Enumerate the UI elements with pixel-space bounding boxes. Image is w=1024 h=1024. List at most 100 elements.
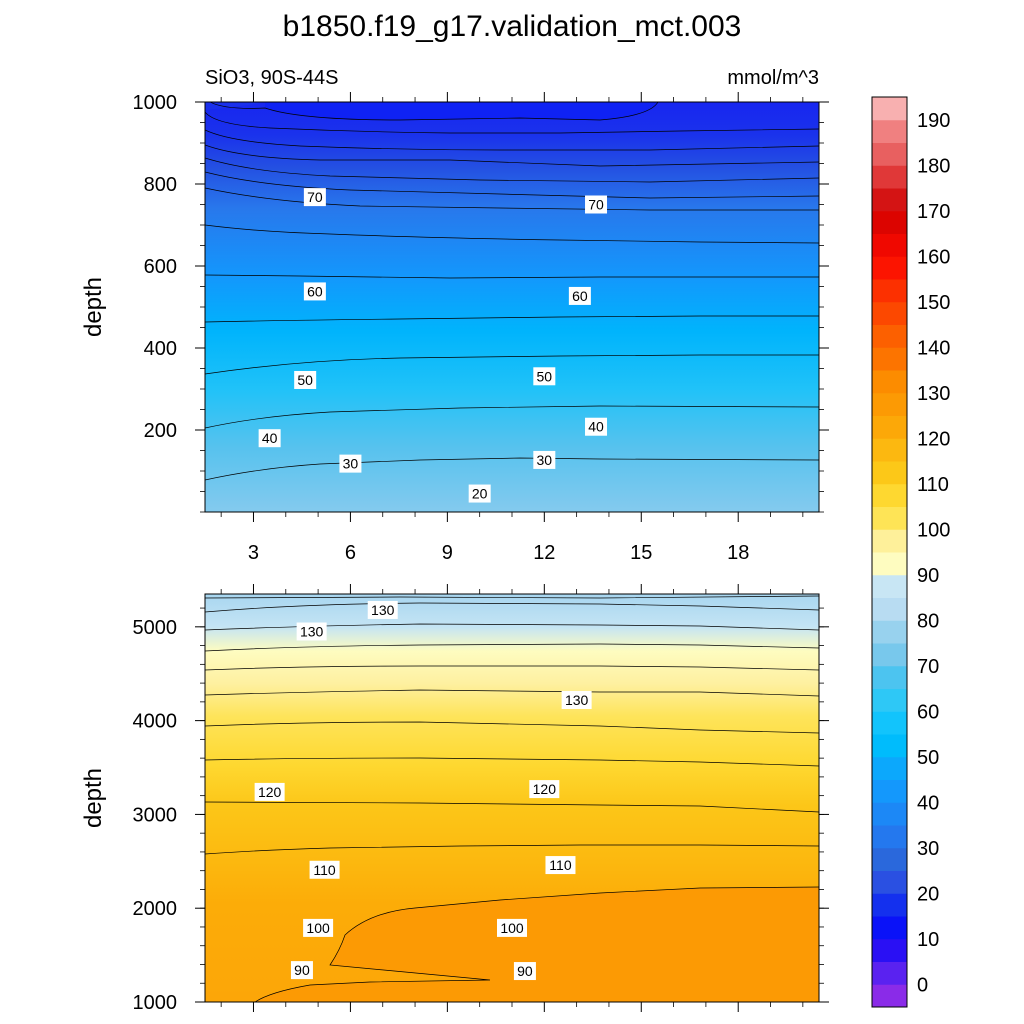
contour-label: 100: [497, 918, 527, 937]
lower-ticks: 1000 2000 3000 4000 5000: [133, 584, 829, 1014]
colorbar-tick-label: 130: [917, 383, 950, 405]
colorbar-swatch: [872, 370, 907, 394]
colorbar-swatch: [872, 597, 907, 621]
contour-label-text: 20: [472, 486, 488, 502]
contour-label-text: 130: [371, 602, 395, 618]
colorbar-swatch: [872, 461, 907, 485]
variable-label: SiO3, 90S-44S: [205, 67, 338, 89]
colorbar-swatch: [872, 893, 907, 917]
contour-label: 130: [367, 600, 398, 619]
y-tick-label: 3000: [133, 804, 178, 826]
contour-label: 120: [529, 780, 560, 799]
contour-label: 100: [303, 918, 334, 937]
colorbar-swatch: [872, 324, 907, 348]
contour-label: 40: [585, 417, 608, 436]
colorbar-swatch: [872, 256, 907, 280]
colorbar-tick-label: 140: [917, 337, 950, 359]
contour-label-text: 50: [537, 368, 553, 384]
colorbar-swatch: [872, 711, 907, 735]
y-tick-label: 600: [144, 256, 177, 278]
colorbar-swatch: [872, 347, 907, 371]
colorbar-tick-label: 70: [917, 656, 939, 678]
colorbar-frame: [871, 96, 908, 1008]
colorbar-swatch: [872, 825, 907, 849]
colorbar-tick-label: 170: [917, 201, 950, 223]
colorbar-tick-label: 20: [917, 883, 939, 905]
y-tick-label: 2000: [133, 898, 178, 920]
colorbar-swatch: [872, 688, 907, 712]
y-tick-label: 1000: [133, 992, 178, 1014]
colorbar-tick-label: 60: [917, 701, 939, 723]
contour-label: 130: [296, 622, 327, 641]
contour-label-text: 100: [306, 920, 330, 936]
colorbar-tick-label: 10: [917, 929, 939, 951]
contour-label-text: 60: [307, 283, 323, 299]
colorbar-swatch: [872, 301, 907, 325]
upper-panel: 20 30 30 40 40 50 50 60 60 70 70 3 6 9 12 15 18 200 400 60…: [80, 92, 829, 564]
contour-label-text: 70: [307, 189, 323, 205]
colorbar-swatch: [872, 756, 907, 780]
colorbar-swatch: [872, 233, 907, 257]
colorbar-swatch: [872, 938, 907, 962]
units-label: mmol/m^3: [727, 67, 819, 89]
colorbar-tick-label: 40: [917, 792, 939, 814]
upper-contour-labels: 20 30 30 40 40 50 50 60 60 70 70: [258, 188, 608, 503]
colorbar-swatch: [872, 916, 907, 940]
colorbar-swatch: [872, 210, 907, 234]
x-tick-label: 12: [533, 542, 555, 564]
contour-label: 110: [309, 860, 340, 879]
colorbar-swatch: [872, 961, 907, 985]
colorbar-swatch: [872, 734, 907, 758]
colorbar-swatch: [872, 97, 907, 121]
colorbar-swatch: [872, 188, 907, 212]
contour-label: 60: [568, 286, 591, 305]
chart-title: b1850.f19_g17.validation_mct.003: [283, 10, 742, 43]
contour-label-text: 90: [517, 963, 533, 979]
contour-label: 50: [533, 367, 556, 386]
colorbar-swatch: [872, 119, 907, 143]
contour-label: 70: [585, 195, 608, 214]
contour-label-text: 100: [500, 920, 524, 936]
colorbar-tick-label: 30: [917, 838, 939, 860]
colorbar-tick-label: 190: [917, 110, 950, 132]
x-tick-label: 3: [248, 542, 259, 564]
colorbar-swatch: [872, 529, 907, 553]
colorbar-tick-label: 80: [917, 610, 939, 632]
contour-label-text: 120: [533, 781, 557, 797]
lower-panel: 90 90 100 100 110 110 120 120 130 130 130 1000 2000…: [80, 584, 829, 1014]
colorbar-swatch: [872, 392, 907, 416]
contour-label: 40: [258, 429, 281, 448]
x-tick-label: 6: [345, 542, 356, 564]
contour-label: 130: [561, 690, 592, 709]
y-tick-label: 1000: [133, 92, 178, 114]
x-tick-label: 18: [727, 542, 749, 564]
contour-label-text: 130: [565, 692, 589, 708]
colorbar-tick-label: 0: [917, 974, 928, 996]
colorbar-tick-label: 110: [917, 474, 949, 496]
x-tick-label: 9: [442, 542, 453, 564]
contour-label-text: 120: [258, 784, 282, 800]
y-tick-label: 800: [144, 174, 177, 196]
upper-ticks: 3 6 9 12 15 18 200 400 600 800 1000: [133, 92, 829, 564]
contour-label-text: 30: [343, 456, 359, 472]
colorbar: 0 10 20 30 40 50 60 70 80 90 100 110 120 130 140 150 160…: [871, 96, 950, 1008]
contour-label: 20: [468, 484, 491, 503]
lower-contour-lines: [205, 595, 819, 1002]
colorbar-swatch: [872, 438, 907, 462]
contour-label: 60: [303, 282, 326, 301]
upper-contour-lines: [205, 102, 819, 481]
contour-label-text: 90: [294, 962, 310, 978]
y-tick-label: 5000: [133, 617, 178, 639]
contour-label: 30: [339, 454, 362, 473]
colorbar-swatch: [872, 165, 907, 189]
contour-label-text: 30: [537, 452, 553, 468]
colorbar-swatch: [872, 984, 907, 1008]
colorbar-swatch: [872, 779, 907, 803]
contour-label: 120: [254, 782, 285, 801]
contour-label-text: 70: [588, 197, 604, 213]
upper-ylabel: depth: [80, 277, 107, 337]
contour-label-text: 40: [588, 419, 604, 435]
lower-ylabel: depth: [80, 768, 107, 828]
contour-label-text: 50: [297, 372, 313, 388]
lower-contour-labels: 90 90 100 100 110 110 120 120 130 130 130: [254, 600, 592, 981]
